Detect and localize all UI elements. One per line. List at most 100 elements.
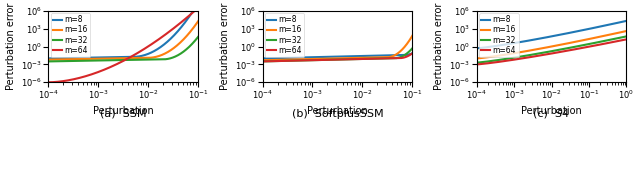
m=8 bbox=[134, 56, 141, 58]
m=64 bbox=[562, 50, 570, 52]
m=8 bbox=[596, 26, 604, 28]
m=32 bbox=[116, 59, 124, 61]
Title: (b)  SoftplusSSM: (b) SoftplusSSM bbox=[292, 109, 383, 119]
m=64 bbox=[405, 55, 413, 57]
m=16 bbox=[381, 56, 389, 58]
m=16 bbox=[125, 57, 133, 59]
m=32 bbox=[348, 58, 356, 60]
m=64 bbox=[116, 62, 124, 64]
m=32 bbox=[544, 51, 552, 53]
m=8 bbox=[189, 10, 197, 12]
m=8 bbox=[116, 56, 124, 58]
m=64 bbox=[545, 53, 552, 55]
m=64 bbox=[381, 57, 389, 59]
m=64 bbox=[331, 59, 339, 61]
m=16 bbox=[473, 57, 481, 59]
m=32 bbox=[405, 51, 413, 53]
m=8 bbox=[191, 10, 198, 12]
m=16 bbox=[348, 57, 356, 59]
m=32 bbox=[167, 57, 175, 59]
Legend: m=8, m=16, m=32, m=64: m=8, m=16, m=32, m=64 bbox=[265, 13, 305, 57]
m=16 bbox=[554, 44, 561, 46]
m=8 bbox=[473, 47, 481, 49]
m=16 bbox=[45, 59, 52, 61]
m=64 bbox=[191, 10, 198, 12]
m=32 bbox=[134, 59, 141, 61]
Title: (a)  SSM: (a) SSM bbox=[100, 109, 147, 119]
m=8 bbox=[562, 33, 570, 35]
Legend: m=8, m=16, m=32, m=64: m=8, m=16, m=32, m=64 bbox=[51, 13, 90, 57]
m=64 bbox=[330, 59, 337, 61]
m=32 bbox=[408, 47, 416, 49]
m=8 bbox=[544, 36, 552, 38]
Line: m=32: m=32 bbox=[262, 48, 412, 61]
Line: m=64: m=64 bbox=[262, 53, 412, 61]
m=16 bbox=[259, 59, 266, 61]
m=8 bbox=[330, 56, 337, 58]
m=16 bbox=[408, 35, 416, 37]
m=16 bbox=[167, 49, 175, 51]
m=64 bbox=[191, 10, 198, 12]
m=8 bbox=[125, 56, 133, 58]
m=8 bbox=[554, 34, 561, 36]
m=32 bbox=[562, 48, 570, 50]
m=8 bbox=[195, 10, 202, 12]
m=16 bbox=[116, 57, 124, 59]
m=16 bbox=[596, 36, 604, 38]
m=32 bbox=[545, 51, 552, 53]
m=8 bbox=[623, 20, 630, 22]
m=16 bbox=[195, 20, 202, 22]
Title: (c)  S4: (c) S4 bbox=[534, 109, 570, 119]
m=32 bbox=[195, 36, 202, 38]
Line: m=32: m=32 bbox=[49, 37, 198, 61]
m=64 bbox=[125, 56, 133, 59]
m=32 bbox=[331, 59, 339, 61]
m=64 bbox=[544, 53, 552, 55]
m=32 bbox=[554, 49, 561, 51]
m=32 bbox=[623, 35, 630, 37]
m=16 bbox=[330, 58, 337, 60]
m=64 bbox=[408, 52, 416, 54]
m=16 bbox=[545, 46, 552, 48]
m=16 bbox=[340, 57, 348, 59]
m=8 bbox=[340, 55, 348, 58]
m=64 bbox=[596, 44, 604, 46]
Y-axis label: Perturbation error: Perturbation error bbox=[220, 3, 230, 90]
Line: m=8: m=8 bbox=[477, 21, 627, 48]
Y-axis label: Perturbation error: Perturbation error bbox=[6, 3, 15, 90]
m=8 bbox=[259, 57, 266, 59]
m=16 bbox=[191, 25, 198, 27]
m=64 bbox=[348, 58, 356, 60]
Y-axis label: Perturbation error: Perturbation error bbox=[434, 3, 444, 90]
m=8 bbox=[408, 52, 416, 54]
m=32 bbox=[340, 58, 348, 61]
m=8 bbox=[348, 55, 356, 57]
m=16 bbox=[134, 57, 141, 59]
m=8 bbox=[405, 54, 413, 56]
m=16 bbox=[116, 57, 124, 59]
m=32 bbox=[191, 40, 198, 42]
m=32 bbox=[45, 60, 52, 62]
m=64 bbox=[45, 81, 52, 83]
Line: m=8: m=8 bbox=[49, 11, 198, 58]
m=16 bbox=[331, 57, 339, 59]
Legend: m=8, m=16, m=32, m=64: m=8, m=16, m=32, m=64 bbox=[479, 13, 518, 57]
m=16 bbox=[562, 43, 570, 45]
m=16 bbox=[544, 46, 552, 48]
Line: m=16: m=16 bbox=[49, 21, 198, 60]
m=32 bbox=[125, 59, 133, 61]
Line: m=64: m=64 bbox=[477, 39, 627, 64]
m=64 bbox=[554, 51, 561, 54]
m=32 bbox=[381, 57, 389, 59]
m=32 bbox=[596, 41, 604, 43]
X-axis label: Perturbation: Perturbation bbox=[93, 106, 154, 117]
m=8 bbox=[619, 21, 627, 23]
X-axis label: Perturbation: Perturbation bbox=[521, 106, 582, 117]
m=16 bbox=[623, 30, 630, 32]
m=16 bbox=[619, 31, 627, 33]
m=32 bbox=[116, 59, 124, 61]
m=32 bbox=[259, 60, 266, 62]
m=64 bbox=[473, 63, 481, 65]
m=32 bbox=[473, 62, 481, 64]
Line: m=16: m=16 bbox=[477, 31, 627, 58]
